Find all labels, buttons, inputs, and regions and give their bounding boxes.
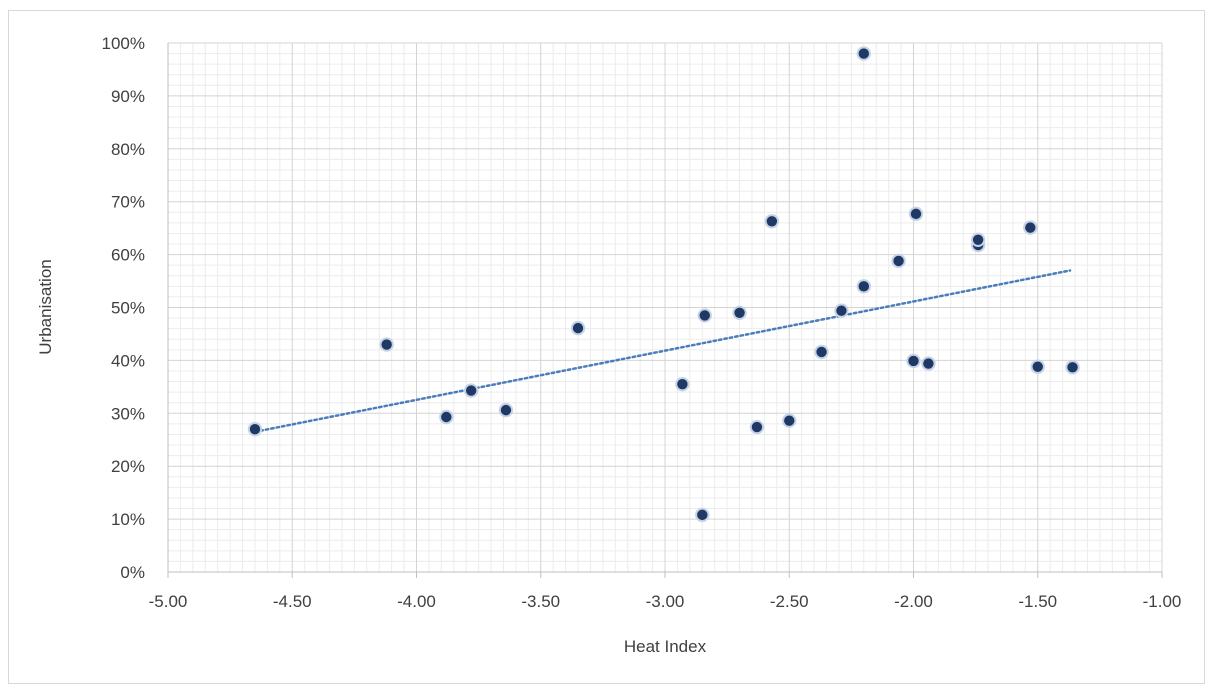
y-tick-label: 20% [111,457,145,476]
data-point [814,344,829,360]
x-axis-title: Heat Index [624,637,707,656]
trendline-group [253,269,1072,434]
data-point [1023,220,1038,235]
y-tick-label: 0% [120,563,145,582]
data-point [970,232,986,247]
data-point [247,421,263,437]
data-point [1065,360,1080,375]
data-point [695,507,710,523]
data-point [908,206,924,222]
y-tick-label: 40% [111,351,145,370]
x-tick-label: -3.50 [521,592,560,611]
x-tick-label: -4.50 [273,592,312,611]
y-tick-label: 70% [111,193,145,212]
data-point [439,409,454,425]
data-point [570,320,586,336]
y-tick-label: 80% [111,140,145,159]
y-tick-label: 50% [111,299,145,318]
data-point [675,377,690,392]
data-point [782,413,797,428]
x-tick-label: -2.50 [770,592,809,611]
x-tick-label: -5.00 [149,592,188,611]
x-tick-label: -4.00 [397,592,436,611]
data-point [921,356,936,371]
y-axis-title: Urbanisation [36,259,55,354]
x-tick-label: -1.50 [1018,592,1057,611]
data-point [764,214,780,229]
axes [167,43,1163,578]
data-point [891,253,906,269]
trendline [253,269,1072,434]
data-point [856,46,871,61]
x-tick-label: -2.00 [894,592,933,611]
x-tick-label: -3.00 [646,592,685,611]
y-tick-label: 90% [111,87,145,106]
data-point [463,383,479,398]
data-points [247,46,1080,523]
y-tick-labels: 0% 10% 20% 30% 40% 50% 60% 70% 80% 90% 100% [102,34,145,582]
data-point [856,279,871,294]
data-point [906,353,921,369]
y-tick-label: 30% [111,404,145,423]
y-tick-label: 10% [111,510,145,529]
x-tick-labels: -5.00 -4.50 -4.00 -3.50 -3.00 -2.50 -2.00 -1.50… [149,592,1182,611]
data-point [1030,359,1045,374]
data-point [697,308,712,323]
data-point [834,303,849,318]
x-tick-label: -1.00 [1143,592,1182,611]
y-tick-label: 100% [102,34,145,53]
major-grid [168,42,1163,572]
data-point [732,305,747,320]
data-point [749,419,765,435]
data-point [379,337,394,352]
data-point [498,402,514,418]
y-tick-label: 60% [111,246,145,265]
